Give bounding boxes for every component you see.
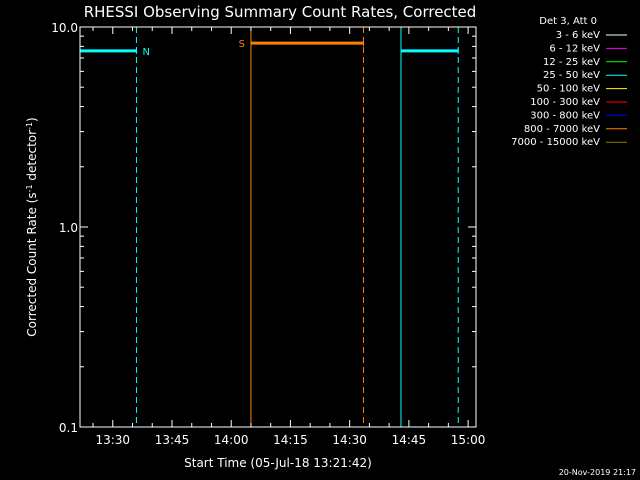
legend-label: 25 - 50 keV [543,70,600,81]
y-axis-title-main: Corrected Count Rate (s [25,192,39,336]
y-tick-label: 1.0 [59,221,78,235]
y-tick-label: 10.0 [51,21,78,35]
legend-label: 100 - 300 keV [530,97,600,108]
y-tick-label: 0.1 [59,421,78,435]
x-tick-label: 14:15 [273,433,308,447]
chart-title: RHESSI Observing Summary Count Rates, Co… [84,3,477,21]
x-axis-title: Start Time (05-Jul-18 13:21:42) [184,456,372,470]
legend-label: 6 - 12 keV [549,43,600,54]
y-axis: 0.1 1.0 10.0 [51,21,476,435]
legend-label: 50 - 100 keV [537,84,601,95]
legend-label: 300 - 800 keV [530,110,600,121]
y-axis-title-mid: detector [25,130,39,185]
legend-label: 800 - 7000 keV [524,124,600,135]
x-axis: 13:30 13:45 14:00 14:15 14:30 14:45 15:00 [92,27,486,447]
plot-frame [79,26,477,428]
legend-label: 3 - 6 keV [556,30,600,41]
x-tick-label: 13:30 [95,433,130,447]
x-tick-label: 14:45 [392,433,427,447]
x-tick-label: 14:00 [214,433,249,447]
y-axis-title-sup1: -1 [25,184,34,192]
y-axis-title-end: ) [25,117,39,122]
legend: Det 3, Att 0 3 - 6 keV 6 - 12 keV 12 - 25 … [511,16,627,148]
x-tick-label: 13:45 [155,433,190,447]
legend-label: 7000 - 15000 keV [511,137,600,148]
footer-timestamp: 20-Nov-2019 21:17 [559,468,636,477]
legend-label: 12 - 25 keV [543,57,600,68]
y-axis-title: Corrected Count Rate (s-1 detector-1) [25,117,40,336]
annotation-label: S [239,39,245,50]
annotation-label: N [142,47,149,58]
y-axis-title-sup2: -1 [25,122,34,130]
x-tick-label: 14:30 [332,433,367,447]
x-tick-label: 15:00 [451,433,486,447]
legend-header: Det 3, Att 0 [539,16,597,27]
